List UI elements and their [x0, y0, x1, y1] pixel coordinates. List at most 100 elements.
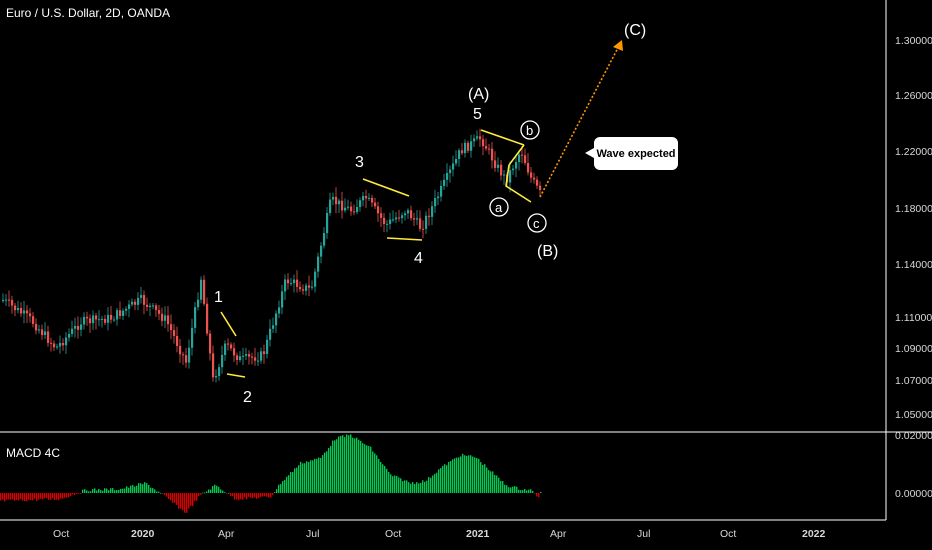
candle-body	[176, 335, 179, 346]
candle-body	[200, 279, 203, 300]
macd-bar	[86, 490, 88, 493]
wave-line-5	[480, 129, 525, 146]
macd-bar	[132, 485, 134, 493]
candle-body	[14, 305, 17, 311]
macd-bar	[504, 484, 506, 493]
candle-body	[110, 314, 113, 320]
candle-body	[425, 215, 428, 229]
macd-bar	[12, 493, 14, 500]
macd-bar	[406, 480, 408, 493]
candle-body	[347, 206, 350, 208]
candle-body	[134, 301, 137, 305]
macd-bar	[494, 475, 496, 493]
candle-body	[11, 300, 14, 306]
macd-bar	[98, 488, 100, 493]
candle-body	[155, 305, 158, 311]
macd-bar	[390, 474, 392, 493]
macd-axis[interactable]: 0.02000 0.00000	[895, 430, 932, 500]
macd-bar	[448, 461, 450, 493]
macd-bar	[82, 489, 84, 493]
candle-body	[143, 295, 146, 305]
candle-body	[329, 199, 332, 214]
candle-body	[383, 217, 386, 225]
wave-label-3: 3	[355, 154, 364, 171]
candle-body	[371, 197, 374, 203]
candle-body	[68, 333, 71, 338]
time-tick: Jul	[637, 528, 650, 540]
macd-bar	[44, 493, 46, 499]
macd-bar	[514, 486, 516, 493]
macd-bar	[352, 437, 354, 493]
macd-bar	[134, 486, 136, 493]
macd-bar	[314, 458, 316, 493]
candle-body	[368, 197, 371, 199]
candle-body	[398, 217, 401, 219]
macd-bar	[94, 488, 96, 493]
candle-body	[278, 307, 281, 314]
macd-bar	[178, 493, 180, 509]
macd-bar	[236, 493, 238, 500]
time-tick: Oct	[53, 528, 69, 540]
macd-bar	[114, 490, 116, 493]
macd-bar	[256, 493, 258, 499]
macd-bar	[380, 462, 382, 493]
candle-body	[338, 200, 341, 205]
candle-body	[137, 297, 140, 305]
wave-label-A: (A)	[468, 86, 489, 103]
macd-bar	[174, 493, 176, 503]
price-tick: 1.26000	[895, 90, 932, 102]
macd-bar	[452, 459, 454, 493]
macd-bar	[138, 483, 140, 493]
macd-bar	[128, 487, 130, 493]
candle-body	[413, 218, 416, 220]
macd-bar	[216, 485, 218, 493]
macd-bar	[364, 444, 366, 493]
circled-label-a-marker: a	[489, 197, 509, 217]
macd-bar	[538, 493, 540, 498]
candle-body	[503, 174, 506, 176]
macd-bar	[484, 464, 486, 493]
macd-bar	[196, 493, 198, 501]
macd-bar	[412, 482, 414, 493]
candle-body	[62, 342, 65, 346]
macd-bar	[376, 455, 378, 493]
candle-body	[458, 150, 461, 159]
macd-bar	[252, 493, 254, 499]
macd-tick: 0.02000	[895, 430, 932, 442]
macd-bar	[480, 462, 482, 493]
candle-body	[539, 185, 542, 190]
macd-bar	[532, 490, 534, 493]
macd-bar	[462, 453, 464, 493]
macd-bar	[450, 461, 452, 493]
candle-body	[179, 345, 182, 355]
macd-bar	[250, 493, 252, 498]
candle-body	[356, 207, 359, 213]
macd-bar	[58, 493, 60, 501]
wave-expected-callout[interactable]: Wave expected	[585, 137, 678, 170]
candle-body	[494, 160, 497, 168]
candle-body	[47, 331, 50, 343]
macd-bar	[306, 461, 308, 493]
macd-bar	[156, 491, 158, 493]
candle-body	[422, 228, 425, 230]
candle-body	[269, 328, 272, 340]
candle-body	[116, 310, 119, 320]
macd-bar	[62, 493, 64, 499]
macd-bar	[20, 493, 22, 500]
price-axis[interactable]: 1.30000 1.26000 1.22000 1.18000 1.14000 …	[895, 35, 932, 421]
candle-body	[296, 279, 299, 287]
macd-bar	[120, 488, 122, 493]
macd-bar	[502, 481, 504, 493]
circled-label-b: b	[526, 123, 533, 138]
macd-bar	[518, 489, 520, 493]
macd-bar	[208, 489, 210, 493]
candle-body	[236, 355, 239, 361]
candle-body	[305, 285, 308, 291]
time-axis[interactable]: Oct 2020 Apr Jul Oct 2021 Apr Jul Oct 20…	[53, 528, 826, 540]
macd-bar	[266, 493, 268, 497]
macd-bar	[26, 493, 28, 502]
macd-bar	[238, 493, 240, 501]
price-tick: 1.30000	[895, 35, 932, 47]
candle-body	[326, 213, 329, 234]
